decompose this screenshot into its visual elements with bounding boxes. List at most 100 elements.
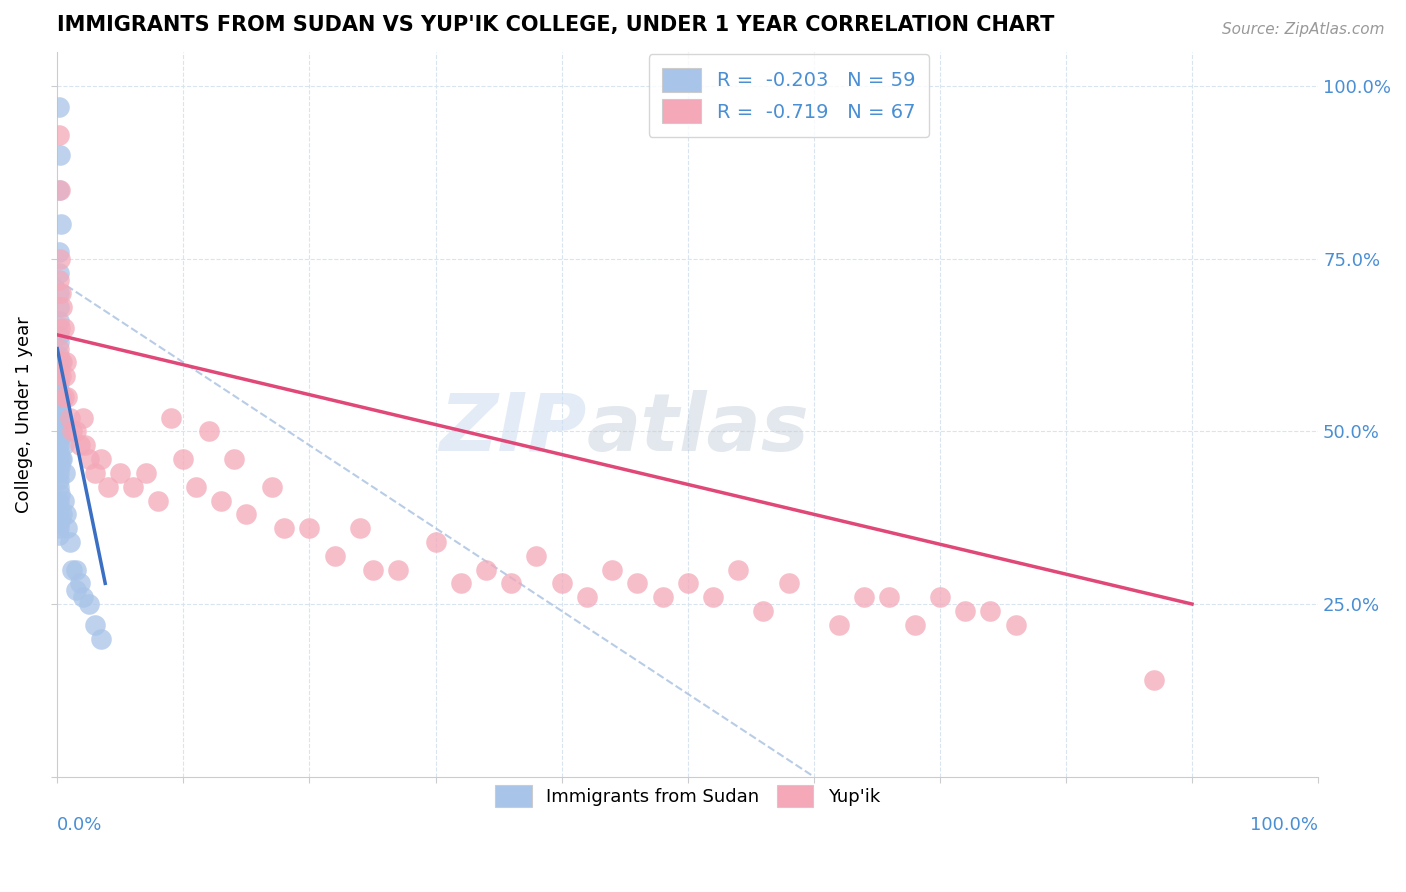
Point xyxy=(48,286,70,301)
Point xyxy=(51,410,73,425)
Point xyxy=(49,425,72,439)
Point xyxy=(235,508,257,522)
Point xyxy=(55,508,77,522)
Point xyxy=(48,410,70,425)
Point xyxy=(676,576,699,591)
Point xyxy=(69,576,91,591)
Point xyxy=(450,576,472,591)
Point xyxy=(387,562,409,576)
Point xyxy=(49,458,72,473)
Point xyxy=(122,480,145,494)
Point xyxy=(51,452,73,467)
Legend: Immigrants from Sudan, Yup'ik: Immigrants from Sudan, Yup'ik xyxy=(485,774,891,818)
Point xyxy=(48,473,70,487)
Point xyxy=(69,438,91,452)
Point xyxy=(72,410,94,425)
Point xyxy=(550,576,572,591)
Point xyxy=(197,425,219,439)
Point xyxy=(48,528,70,542)
Text: IMMIGRANTS FROM SUDAN VS YUP'IK COLLEGE, UNDER 1 YEAR CORRELATION CHART: IMMIGRANTS FROM SUDAN VS YUP'IK COLLEGE,… xyxy=(58,15,1054,35)
Point xyxy=(626,576,648,591)
Point xyxy=(135,466,157,480)
Point xyxy=(48,300,70,314)
Point xyxy=(184,480,207,494)
Point xyxy=(953,604,976,618)
Point xyxy=(260,480,283,494)
Point xyxy=(146,493,169,508)
Point xyxy=(55,355,77,369)
Point xyxy=(51,508,73,522)
Text: Source: ZipAtlas.com: Source: ZipAtlas.com xyxy=(1222,22,1385,37)
Point xyxy=(48,425,70,439)
Point xyxy=(72,590,94,604)
Point xyxy=(361,562,384,576)
Point xyxy=(56,521,79,535)
Point xyxy=(51,355,73,369)
Point xyxy=(48,245,70,260)
Point xyxy=(48,397,70,411)
Point xyxy=(928,590,950,604)
Point xyxy=(159,410,181,425)
Point xyxy=(110,466,132,480)
Point xyxy=(59,410,82,425)
Point xyxy=(48,349,70,363)
Point xyxy=(273,521,295,535)
Y-axis label: College, Under 1 year: College, Under 1 year xyxy=(15,316,32,513)
Point xyxy=(84,617,107,632)
Point xyxy=(49,390,72,404)
Point xyxy=(48,334,70,349)
Point xyxy=(62,562,84,576)
Point xyxy=(752,604,775,618)
Point xyxy=(48,500,70,515)
Point xyxy=(48,508,70,522)
Point xyxy=(84,466,107,480)
Point xyxy=(77,597,100,611)
Point xyxy=(904,617,927,632)
Point xyxy=(49,452,72,467)
Point xyxy=(501,576,523,591)
Point xyxy=(1004,617,1026,632)
Point xyxy=(172,452,194,467)
Point xyxy=(48,266,70,280)
Point xyxy=(49,486,72,500)
Point xyxy=(778,576,800,591)
Point xyxy=(48,362,70,376)
Point xyxy=(349,521,371,535)
Point xyxy=(65,562,87,576)
Point xyxy=(48,355,70,369)
Point xyxy=(475,562,498,576)
Point xyxy=(49,183,72,197)
Point xyxy=(49,321,72,335)
Point xyxy=(222,452,245,467)
Point xyxy=(48,327,70,342)
Point xyxy=(48,376,70,391)
Point xyxy=(879,590,901,604)
Point xyxy=(48,342,70,356)
Point xyxy=(48,183,70,197)
Point xyxy=(77,452,100,467)
Point xyxy=(97,480,120,494)
Point xyxy=(702,590,724,604)
Point xyxy=(49,355,72,369)
Point xyxy=(48,100,70,114)
Point xyxy=(65,425,87,439)
Point xyxy=(49,431,72,445)
Point xyxy=(526,549,548,563)
Point xyxy=(56,390,79,404)
Point xyxy=(979,604,1001,618)
Point xyxy=(90,632,112,646)
Point xyxy=(853,590,876,604)
Point xyxy=(52,321,75,335)
Point xyxy=(48,480,70,494)
Point xyxy=(48,369,70,384)
Point xyxy=(1143,673,1166,687)
Point xyxy=(49,404,72,418)
Point xyxy=(48,445,70,459)
Point xyxy=(52,493,75,508)
Point xyxy=(53,466,76,480)
Point xyxy=(73,438,96,452)
Point xyxy=(59,535,82,549)
Point xyxy=(298,521,321,535)
Point xyxy=(425,535,447,549)
Point xyxy=(49,369,72,384)
